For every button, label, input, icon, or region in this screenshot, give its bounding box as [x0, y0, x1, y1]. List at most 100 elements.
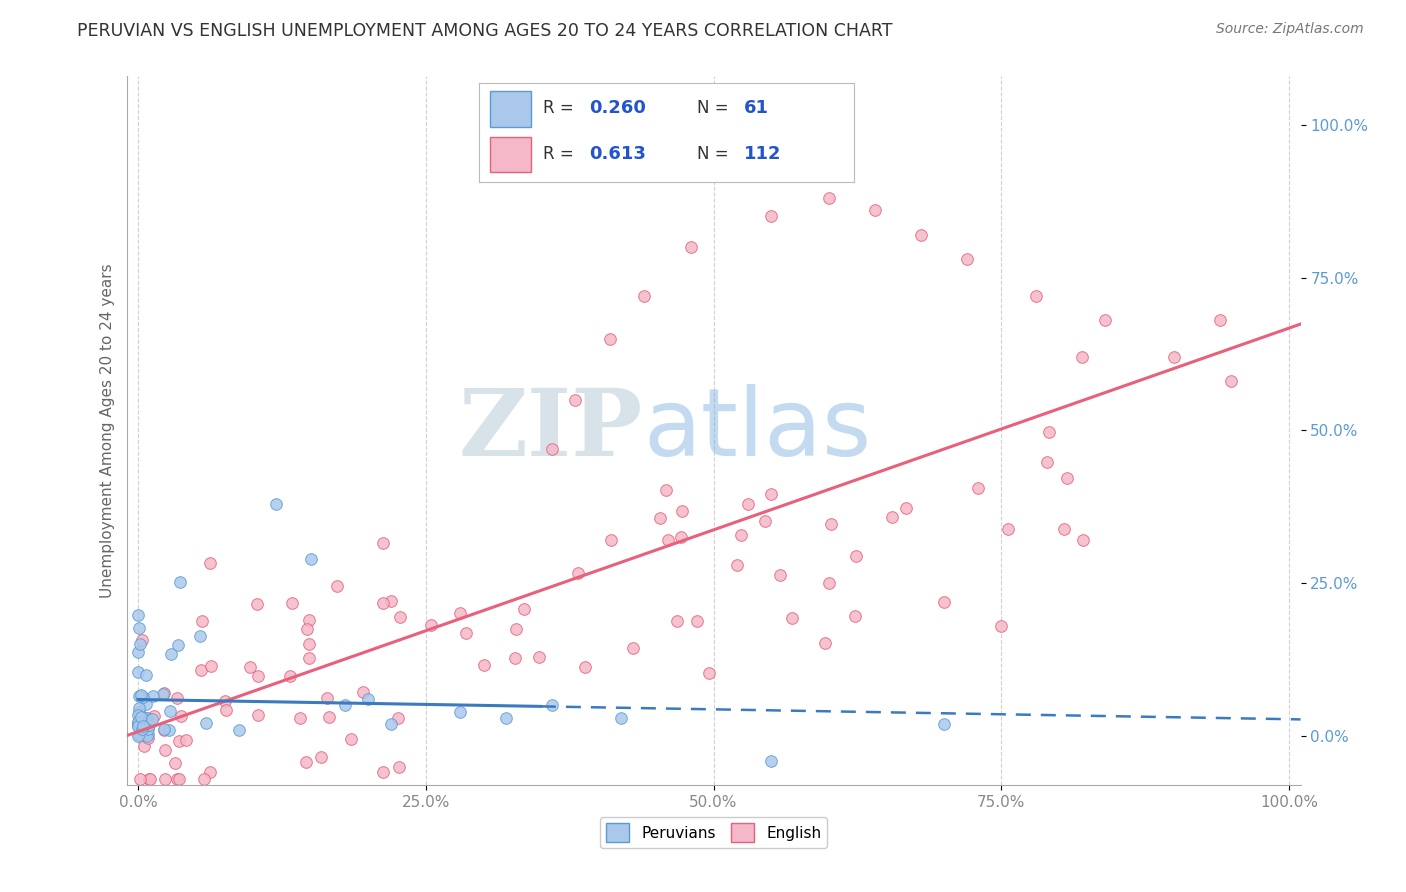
Point: [633, 289, 655, 303]
Point: [648, 511, 671, 525]
Point: [127, 714, 149, 729]
Point: [380, 716, 402, 731]
Point: [153, 723, 176, 738]
Point: [657, 533, 679, 548]
Point: [600, 533, 623, 547]
Point: [769, 567, 792, 582]
Point: [159, 704, 181, 718]
Point: [136, 722, 159, 736]
Point: [295, 622, 318, 636]
Point: [163, 756, 186, 770]
Point: [505, 650, 527, 665]
Point: [894, 501, 917, 516]
Text: ZIP: ZIP: [458, 385, 643, 475]
Point: [153, 723, 176, 737]
Point: [813, 636, 835, 650]
Point: [298, 651, 321, 665]
Point: [139, 772, 162, 786]
Point: [141, 712, 163, 726]
Point: [1220, 375, 1243, 389]
Point: [610, 711, 633, 725]
Point: [128, 713, 150, 727]
Point: [132, 719, 155, 733]
Point: [132, 739, 155, 753]
Point: [505, 622, 527, 636]
Point: [1038, 425, 1060, 440]
Point: [200, 659, 222, 673]
Point: [388, 760, 411, 774]
Point: [131, 633, 153, 648]
Point: [686, 614, 709, 628]
Point: [170, 709, 193, 723]
Point: [567, 566, 589, 581]
Point: [844, 608, 866, 623]
Point: [247, 707, 270, 722]
Point: [136, 711, 159, 725]
Point: [174, 732, 197, 747]
Point: [169, 772, 191, 786]
Point: [335, 698, 357, 713]
Point: [128, 705, 150, 719]
Point: [932, 716, 955, 731]
Point: [373, 597, 395, 611]
Point: [129, 772, 152, 786]
Point: [326, 579, 349, 593]
Point: [138, 718, 160, 732]
Point: [318, 710, 340, 724]
Point: [136, 729, 159, 743]
Point: [143, 708, 166, 723]
Point: [136, 731, 159, 746]
Point: [193, 772, 215, 786]
Point: [387, 711, 409, 725]
Point: [127, 608, 149, 623]
Text: PERUVIAN VS ENGLISH UNEMPLOYMENT AMONG AGES 20 TO 24 YEARS CORRELATION CHART: PERUVIAN VS ENGLISH UNEMPLOYMENT AMONG A…: [77, 22, 893, 40]
Point: [159, 647, 181, 661]
Text: atlas: atlas: [643, 384, 872, 476]
Point: [167, 733, 190, 747]
Point: [129, 710, 152, 724]
Point: [191, 615, 214, 629]
Point: [420, 618, 443, 632]
Point: [157, 723, 180, 738]
Point: [135, 697, 157, 711]
Point: [166, 691, 188, 706]
Point: [129, 637, 152, 651]
Point: [352, 684, 374, 698]
Point: [671, 504, 693, 518]
Point: [759, 210, 782, 224]
Point: [228, 723, 250, 737]
Point: [264, 497, 287, 511]
Point: [135, 668, 157, 682]
Point: [761, 487, 783, 501]
Point: [910, 227, 932, 242]
Point: [541, 442, 564, 456]
Point: [129, 717, 152, 731]
Point: [844, 549, 866, 564]
Point: [190, 663, 212, 677]
Point: [1094, 313, 1116, 327]
Point: [309, 750, 332, 764]
Point: [198, 764, 221, 779]
Point: [138, 772, 160, 786]
Point: [246, 597, 269, 611]
Point: [967, 481, 990, 495]
Point: [238, 660, 260, 674]
Point: [932, 594, 955, 608]
Point: [754, 514, 776, 528]
Point: [1071, 533, 1094, 548]
Point: [697, 665, 720, 680]
Point: [128, 690, 150, 704]
Y-axis label: Unemployment Among Ages 20 to 24 years: Unemployment Among Ages 20 to 24 years: [100, 263, 115, 598]
Point: [134, 716, 156, 731]
Point: [131, 722, 153, 736]
Point: [142, 689, 165, 703]
Point: [863, 203, 886, 218]
Point: [817, 576, 839, 591]
Point: [574, 660, 596, 674]
Point: [128, 729, 150, 743]
Point: [127, 718, 149, 732]
Point: [679, 240, 702, 254]
Point: [247, 669, 270, 683]
Point: [131, 724, 153, 739]
Point: [456, 625, 478, 640]
